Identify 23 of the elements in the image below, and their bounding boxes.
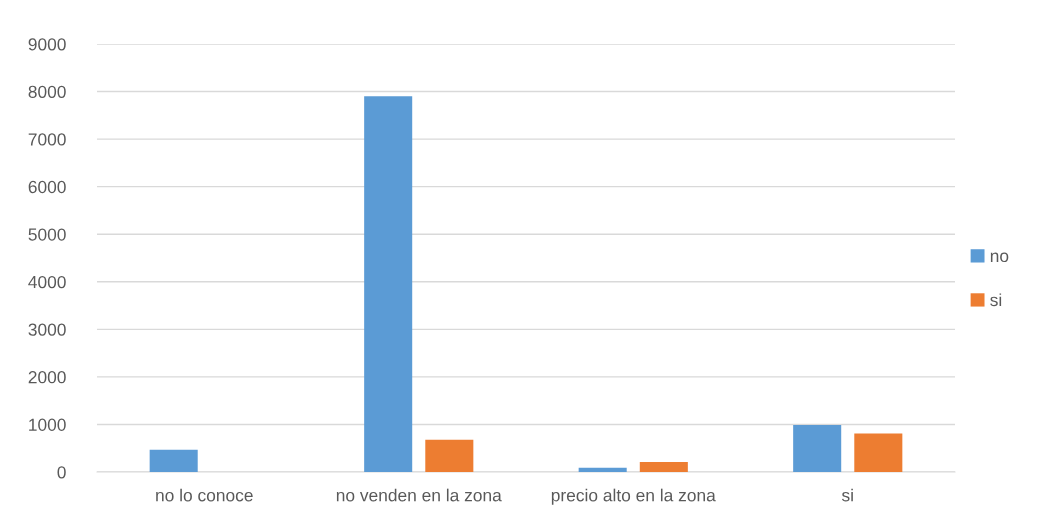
- y-tick-label: 5000: [28, 228, 66, 241]
- legend-label: no: [990, 252, 1009, 263]
- y-tick-label: 9000: [28, 38, 66, 51]
- y-tick-label: 1000: [29, 418, 66, 431]
- y-tick-label: 3000: [28, 323, 66, 336]
- y-tick-label: 7000: [28, 133, 66, 146]
- bar: [793, 424, 842, 472]
- bar: [639, 462, 688, 472]
- y-tick-label: 6000: [28, 180, 66, 194]
- x-tick-label: no lo conoce: [156, 488, 253, 502]
- bar: [854, 433, 903, 472]
- y-tick-label: 8000: [28, 85, 66, 99]
- bar: [149, 449, 198, 472]
- legend-label: si: [990, 293, 1002, 307]
- x-tick-label: precio alto en la zona: [551, 488, 716, 505]
- y-tick-label: 4000: [28, 275, 66, 289]
- y-tick-label: 0: [57, 466, 66, 479]
- x-tick-label: si: [841, 488, 853, 502]
- bar: [578, 467, 627, 472]
- bar: [425, 439, 474, 472]
- bar: [364, 96, 413, 472]
- x-tick-label: no venden en la zona: [336, 488, 502, 502]
- y-tick-label: 2000: [28, 371, 66, 384]
